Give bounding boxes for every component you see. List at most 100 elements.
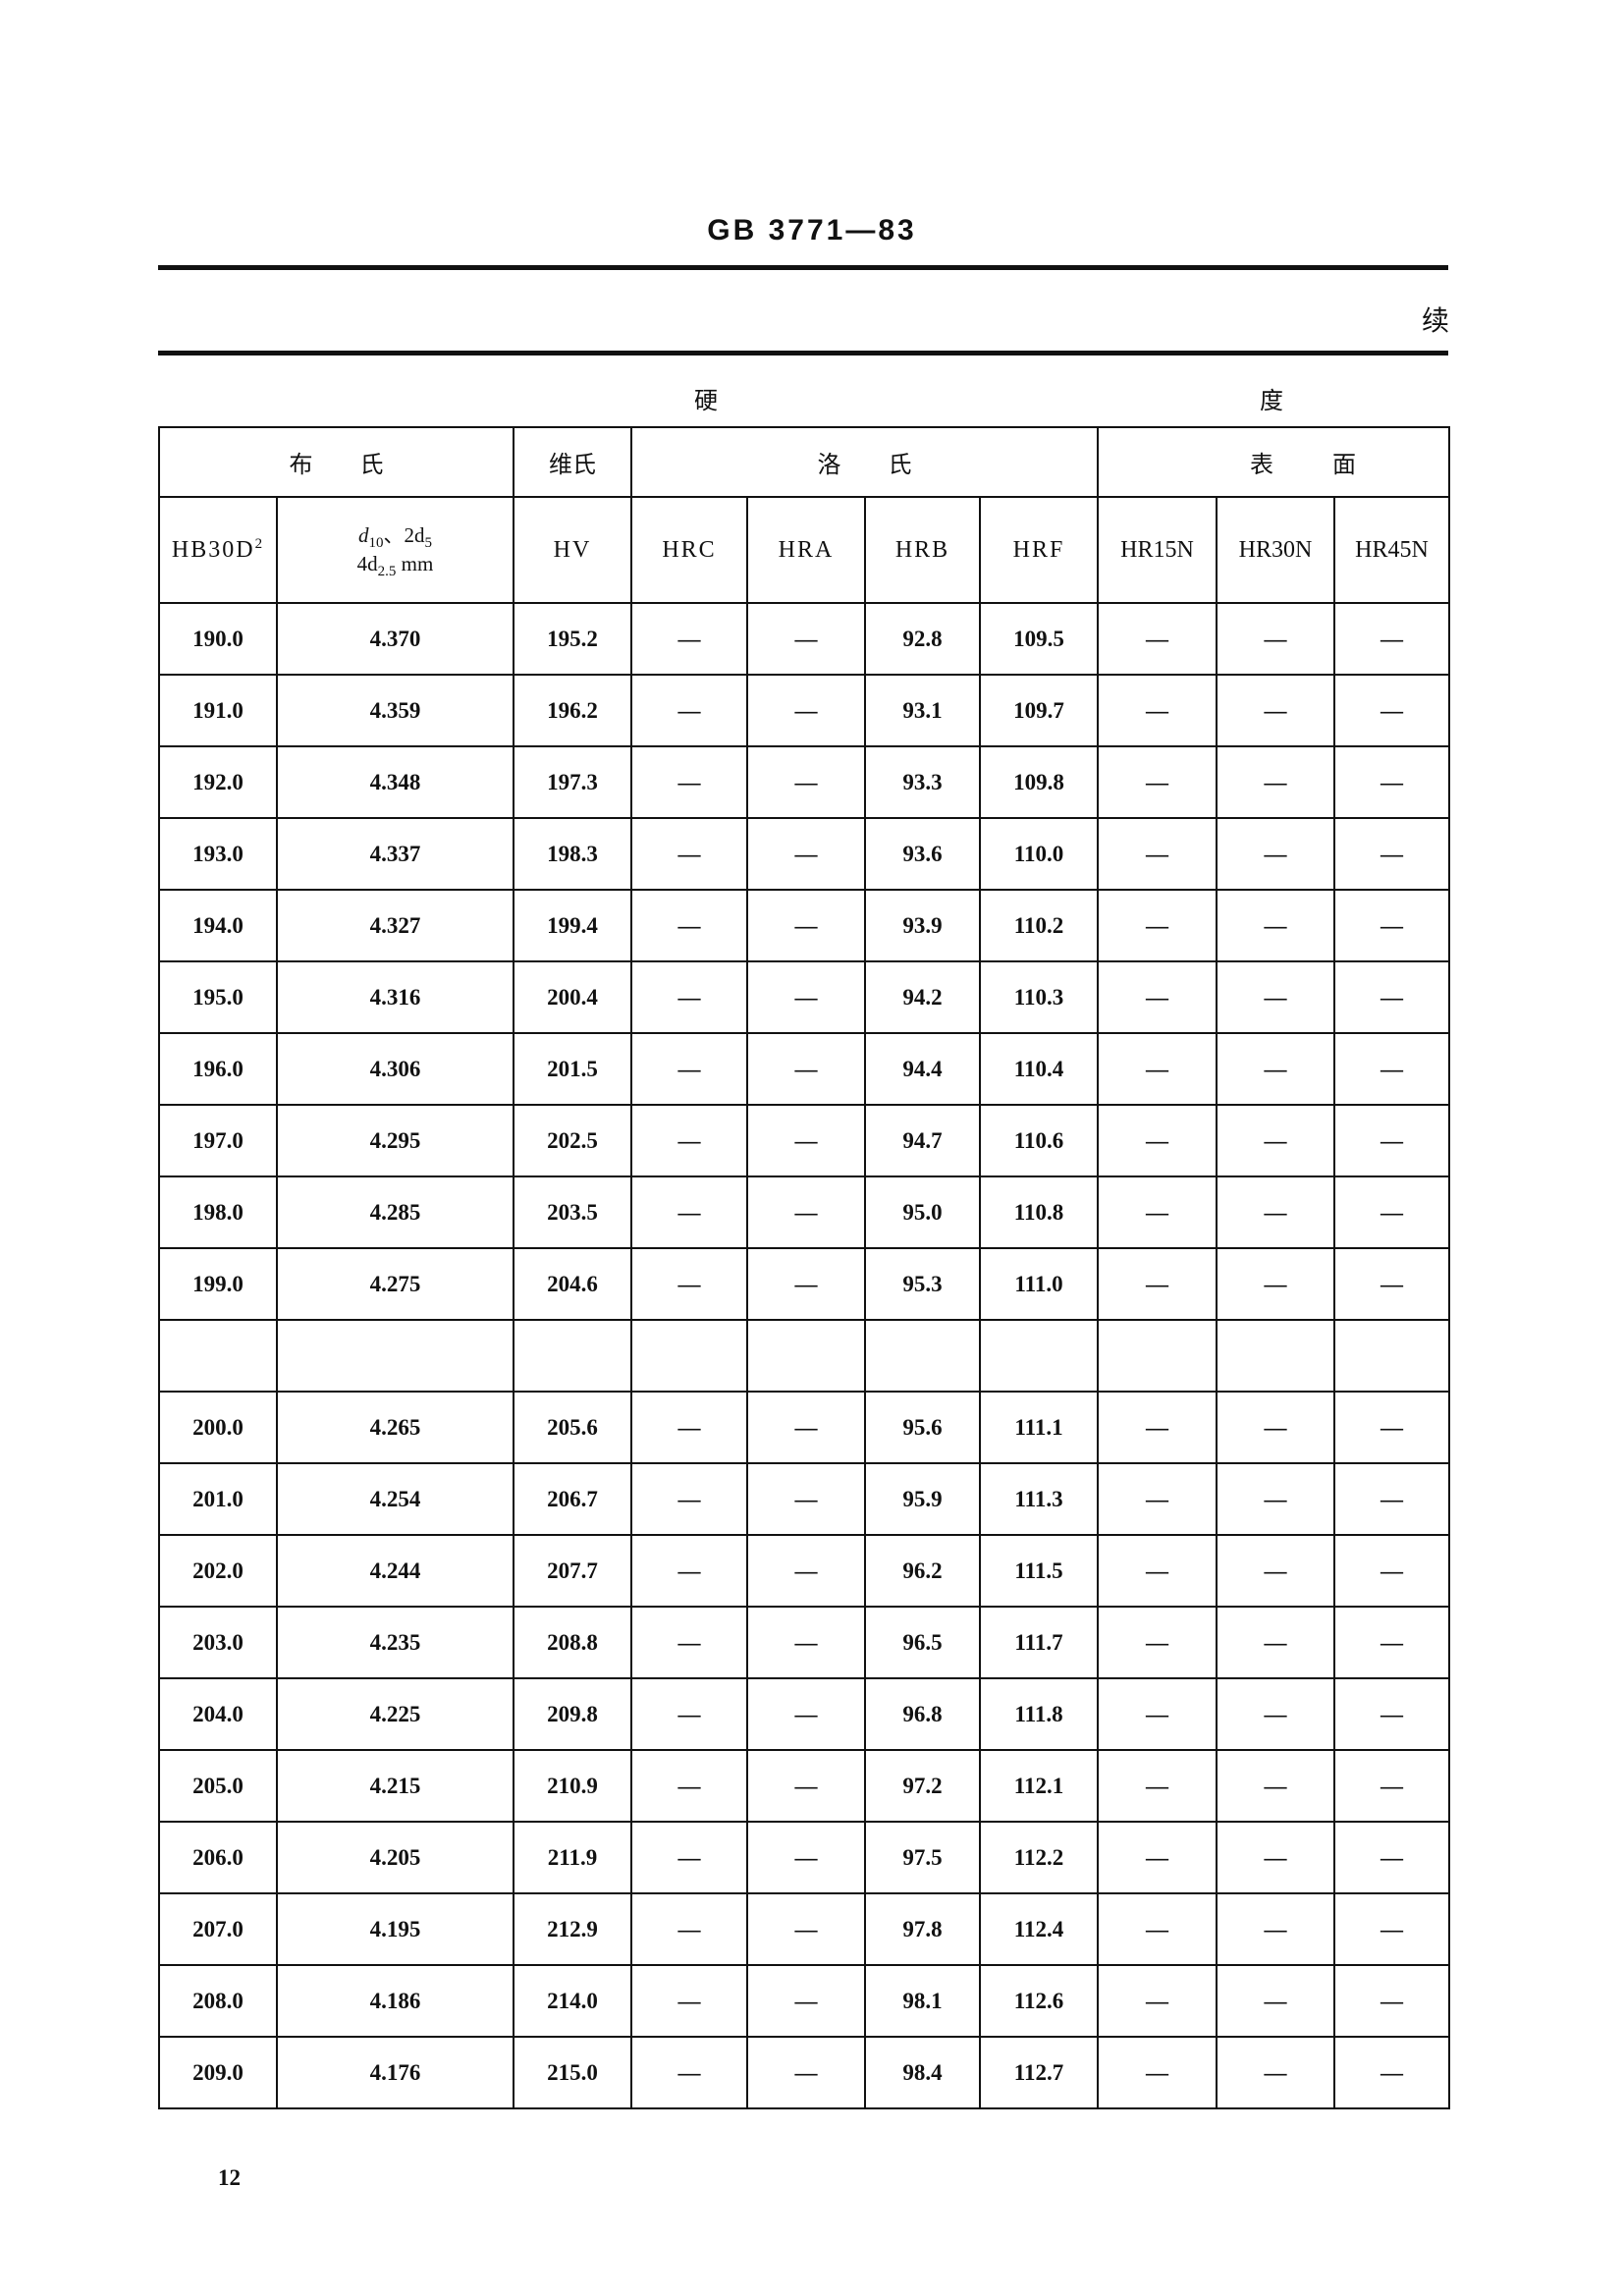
table-cell: 194.0 xyxy=(158,889,278,962)
table-cell: — xyxy=(1333,1821,1450,1894)
table-cell: 4.295 xyxy=(276,1104,514,1177)
col-hrf: HRF xyxy=(979,496,1099,604)
table-cell: — xyxy=(1097,1175,1218,1249)
table-cell: — xyxy=(1333,1677,1450,1751)
table-cell: 204.6 xyxy=(513,1247,632,1321)
table-cell: 112.6 xyxy=(979,1964,1099,2038)
table-cell: — xyxy=(1097,674,1218,747)
rockwell-header: 洛 氏 xyxy=(630,426,1099,498)
table-cell: 202.0 xyxy=(158,1534,278,1608)
table-cell: — xyxy=(1216,1892,1335,1966)
table-cell: 206.7 xyxy=(513,1462,632,1536)
table-cell: 96.5 xyxy=(864,1606,981,1679)
table-cell: — xyxy=(746,1677,866,1751)
table-cell: 4.359 xyxy=(276,674,514,747)
table-cell: — xyxy=(1216,817,1335,891)
brinell-header: 布 氏 xyxy=(158,426,514,498)
table-cell: 192.0 xyxy=(158,745,278,819)
table-cell: — xyxy=(1097,1821,1218,1894)
page-number: 12 xyxy=(218,2165,241,2190)
table-row: 206.0 4.205 211.9— —97.5 112.2— — — xyxy=(158,1821,1450,1894)
table-cell: 97.8 xyxy=(864,1892,981,1966)
table-cell: 95.6 xyxy=(864,1391,981,1464)
top-rule xyxy=(158,265,1448,270)
table-cell: 96.8 xyxy=(864,1677,981,1751)
table-cell: — xyxy=(1216,602,1335,676)
table-cell: 110.3 xyxy=(979,960,1099,1034)
table-cell: 110.0 xyxy=(979,817,1099,891)
table-cell: 206.0 xyxy=(158,1821,278,1894)
table-cell: — xyxy=(1333,1534,1450,1608)
table-cell: — xyxy=(1097,889,1218,962)
table-cell: 198.0 xyxy=(158,1175,278,1249)
table-cell xyxy=(1333,1319,1450,1393)
table-cell: 4.265 xyxy=(276,1391,514,1464)
table-cell: 202.5 xyxy=(513,1104,632,1177)
table-cell: — xyxy=(1097,817,1218,891)
table-cell xyxy=(276,1319,514,1393)
table-cell: 110.6 xyxy=(979,1104,1099,1177)
table-cell: 92.8 xyxy=(864,602,981,676)
table-cell: 4.275 xyxy=(276,1247,514,1321)
table-cell: — xyxy=(630,1606,748,1679)
col-hr15n: HR15N xyxy=(1097,496,1218,604)
group-header-row: 硬 度 xyxy=(159,359,1449,428)
table-cell: — xyxy=(746,1606,866,1679)
table-cell: — xyxy=(1333,1247,1450,1321)
table-cell: — xyxy=(630,1175,748,1249)
table-cell: — xyxy=(1216,1104,1335,1177)
table-cell: 199.0 xyxy=(158,1247,278,1321)
table-cell: 196.2 xyxy=(513,674,632,747)
table-cell: — xyxy=(630,1749,748,1823)
table-cell: 4.215 xyxy=(276,1749,514,1823)
table-cell: 95.0 xyxy=(864,1175,981,1249)
table-cell: 95.3 xyxy=(864,1247,981,1321)
table-cell: — xyxy=(1333,960,1450,1034)
group-header-degree: 度 xyxy=(1260,389,1283,414)
continued-label: 续 xyxy=(1421,306,1449,337)
superficial-header: 表 面 xyxy=(1097,426,1450,498)
subgroup-header-row: 布 氏 维氏 洛 氏 表 面 xyxy=(158,426,1450,498)
vickers-header: 维氏 xyxy=(513,426,632,498)
table-cell: — xyxy=(630,960,748,1034)
table-row: 193.0 4.337 198.3— —93.6 110.0— — — xyxy=(158,817,1450,891)
table-cell: — xyxy=(630,817,748,891)
table-cell: 4.254 xyxy=(276,1462,514,1536)
table-cell: 197.0 xyxy=(158,1104,278,1177)
table-cell: 200.4 xyxy=(513,960,632,1034)
table-cell: — xyxy=(630,1892,748,1966)
table-cell: — xyxy=(630,1821,748,1894)
table-cell: 111.7 xyxy=(979,1606,1099,1679)
table-cell: 203.5 xyxy=(513,1175,632,1249)
table-row: 202.0 4.244 207.7— —96.2 111.5— — — xyxy=(158,1534,1450,1608)
table-cell: — xyxy=(1333,674,1450,747)
table-cell: 4.327 xyxy=(276,889,514,962)
table-cell: — xyxy=(746,1104,866,1177)
table-cell: — xyxy=(630,1391,748,1464)
table-cell: 4.186 xyxy=(276,1964,514,2038)
table-cell: 94.4 xyxy=(864,1032,981,1106)
table-cell: — xyxy=(1333,745,1450,819)
table-cell: — xyxy=(1216,1462,1335,1536)
table-cell: — xyxy=(746,1175,866,1249)
table-cell xyxy=(746,1319,866,1393)
table-cell: 209.8 xyxy=(513,1677,632,1751)
table-row: 200.0 4.265 205.6— —95.6 111.1— — — xyxy=(158,1391,1450,1464)
table-cell: 109.8 xyxy=(979,745,1099,819)
table-cell: — xyxy=(746,674,866,747)
table-cell: — xyxy=(1333,1032,1450,1106)
table-cell: — xyxy=(630,889,748,962)
table-cell: 109.7 xyxy=(979,674,1099,747)
table-cell: — xyxy=(1216,2036,1335,2109)
col-hra: HRA xyxy=(746,496,866,604)
table-cell: 212.9 xyxy=(513,1892,632,1966)
table-row: 199.0 4.275 204.6— —95.3 111.0— — — xyxy=(158,1247,1450,1321)
table-cell: 111.8 xyxy=(979,1677,1099,1751)
table-row: 205.0 4.215 210.9— —97.2 112.1— — — xyxy=(158,1749,1450,1823)
table-row: 195.0 4.316 200.4— —94.2 110.3— — — xyxy=(158,960,1450,1034)
table-row: 207.0 4.195 212.9— —97.8 112.4— — — xyxy=(158,1892,1450,1966)
table-cell: 200.0 xyxy=(158,1391,278,1464)
table-cell: — xyxy=(1333,1175,1450,1249)
table-row: 192.0 4.348 197.3— —93.3 109.8— — — xyxy=(158,745,1450,819)
table-cell: — xyxy=(1216,1534,1335,1608)
